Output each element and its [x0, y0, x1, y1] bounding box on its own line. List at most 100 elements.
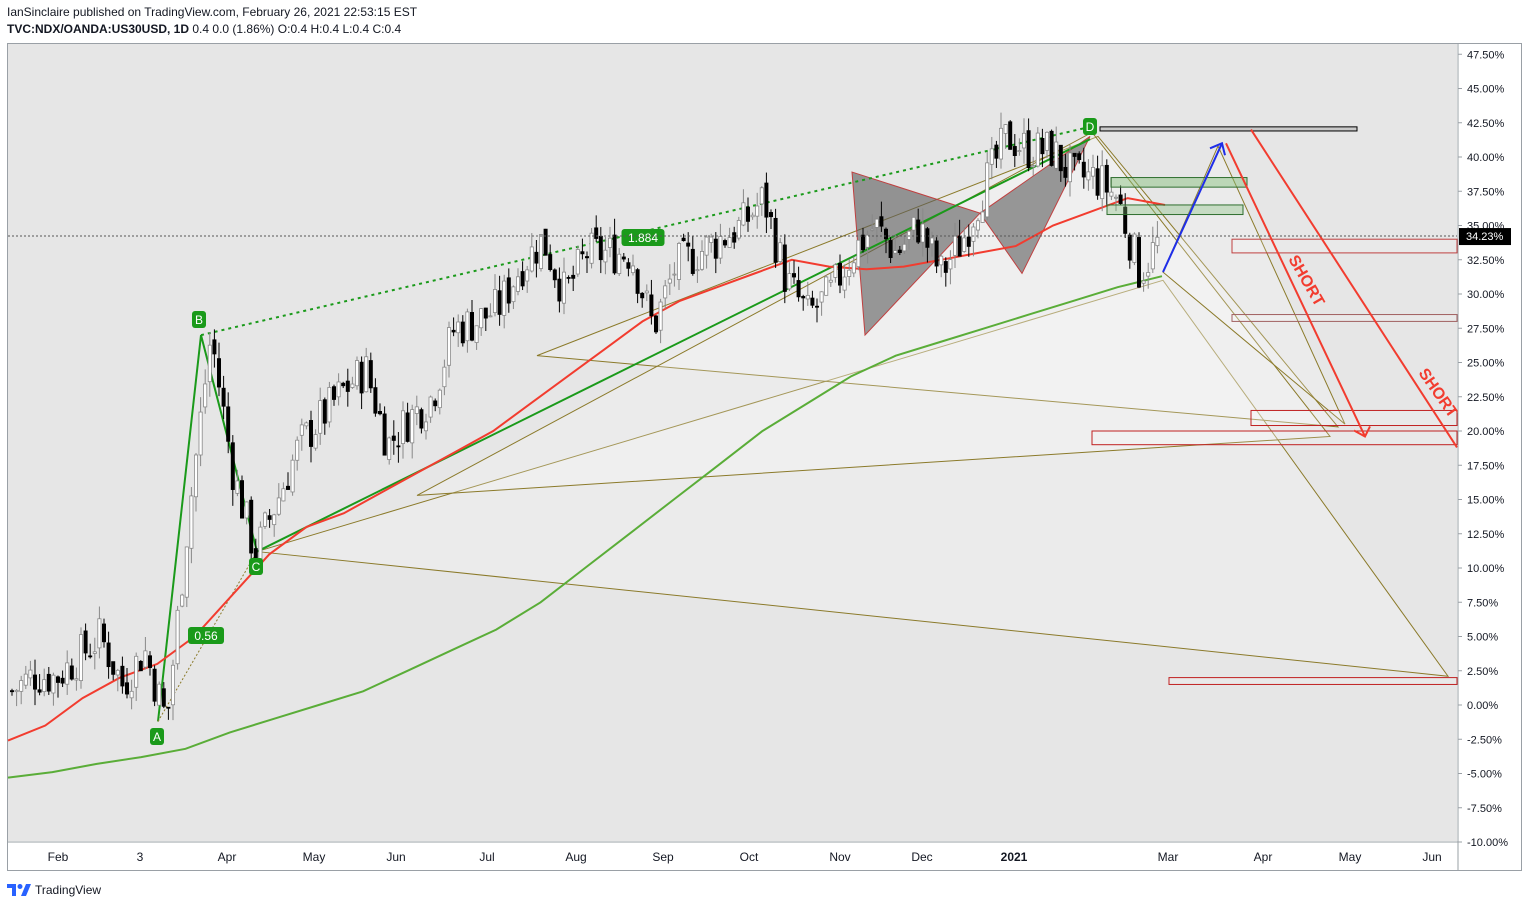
- candle: [79, 627, 84, 689]
- y-tick-label: -2.50%: [1467, 734, 1502, 746]
- candle: [488, 303, 493, 318]
- candle-body: [723, 240, 728, 246]
- x-tick-label: 2021: [1001, 850, 1028, 864]
- candle: [111, 661, 116, 681]
- candle: [1026, 118, 1031, 172]
- x-tick-label: 3: [137, 850, 144, 864]
- short-arrow: [1250, 129, 1458, 448]
- candle-body: [893, 250, 898, 254]
- candle-body: [272, 514, 277, 526]
- candle: [506, 268, 511, 313]
- candle-body: [65, 662, 70, 685]
- candle-body: [359, 361, 364, 394]
- publisher-line: IanSinclaire published on TradingView.co…: [7, 5, 418, 19]
- candle: [957, 219, 962, 257]
- candle-body: [405, 412, 410, 442]
- candle: [433, 398, 438, 412]
- candle-body: [414, 406, 419, 414]
- candle: [539, 234, 544, 272]
- current-price-badge: [1459, 228, 1511, 246]
- candle-body: [1012, 146, 1017, 156]
- candle-body: [166, 706, 171, 709]
- harmonic-triangle: [536, 135, 1340, 428]
- candle-body: [42, 679, 47, 693]
- symbol-name[interactable]: TVC:NDX/OANDA:US30USD, 1D: [7, 22, 190, 36]
- tradingview-footer[interactable]: TradingView: [7, 880, 101, 900]
- change-value: 0.4 0.0 (1.86%): [192, 22, 275, 36]
- candle: [525, 265, 530, 293]
- candle: [985, 151, 990, 221]
- candle: [446, 321, 451, 378]
- pattern-point-badge: [192, 311, 206, 328]
- candle: [644, 284, 649, 302]
- candle: [354, 356, 359, 390]
- candle: [529, 233, 534, 273]
- x-tick-label: Aug: [565, 850, 586, 864]
- candle: [796, 266, 801, 302]
- candle: [42, 668, 47, 697]
- candle-body: [828, 279, 833, 283]
- candle: [980, 200, 985, 223]
- candle: [1063, 154, 1068, 187]
- candle: [764, 172, 769, 234]
- candle: [1150, 226, 1155, 273]
- candle: [479, 308, 484, 336]
- candle-body: [792, 273, 797, 278]
- candle-body: [23, 673, 28, 686]
- candle: [1086, 159, 1091, 191]
- candle: [608, 226, 613, 258]
- candle-body: [341, 382, 346, 387]
- ohlc-values: O:0.4 H:0.4 L:0.4 C:0.4: [277, 22, 402, 36]
- candle: [373, 378, 378, 417]
- candle: [805, 281, 810, 306]
- candle: [97, 606, 102, 659]
- candle: [400, 401, 405, 459]
- candle-body: [888, 240, 893, 258]
- candle: [1081, 147, 1086, 189]
- candle-body: [267, 515, 272, 520]
- candle-body: [74, 678, 79, 681]
- candle-body: [382, 413, 387, 456]
- candle-body: [755, 205, 760, 217]
- candle-body: [97, 618, 102, 649]
- candle-body: [1127, 234, 1132, 261]
- candle: [833, 263, 838, 283]
- candle-body: [911, 216, 916, 231]
- y-tick-label: 42.50%: [1467, 118, 1505, 130]
- candle: [235, 469, 240, 497]
- candle: [746, 197, 751, 232]
- candle-body: [1022, 132, 1027, 149]
- candle: [405, 402, 410, 443]
- candle-body: [14, 689, 19, 693]
- pattern-point-label: B: [192, 311, 206, 328]
- candle-body: [971, 226, 976, 242]
- short-arrow-head: [1353, 426, 1371, 438]
- projection-arrow-head: [1209, 141, 1226, 156]
- candle: [1137, 232, 1142, 289]
- candle: [755, 192, 760, 229]
- candle-body: [847, 269, 852, 277]
- candle: [267, 509, 272, 528]
- candle: [1146, 262, 1151, 289]
- candle: [861, 227, 866, 253]
- candle-body: [207, 344, 212, 383]
- candle-body: [1100, 165, 1105, 200]
- candle-body: [180, 594, 185, 607]
- candle: [304, 421, 309, 430]
- plot-background: [8, 44, 1457, 841]
- candle: [331, 384, 336, 406]
- candle: [815, 298, 820, 323]
- candle: [1049, 129, 1054, 167]
- candle-body: [1104, 164, 1109, 193]
- tradingview-logo-icon: [7, 884, 31, 896]
- candle-body: [1118, 194, 1123, 204]
- candle-body: [336, 381, 341, 398]
- harmonic-triangle: [256, 279, 1450, 677]
- candle-body: [469, 312, 474, 341]
- candle: [460, 315, 465, 347]
- candle: [769, 209, 774, 230]
- candles: [9, 112, 1160, 721]
- candle-body: [810, 297, 815, 306]
- candle-body: [1091, 167, 1096, 177]
